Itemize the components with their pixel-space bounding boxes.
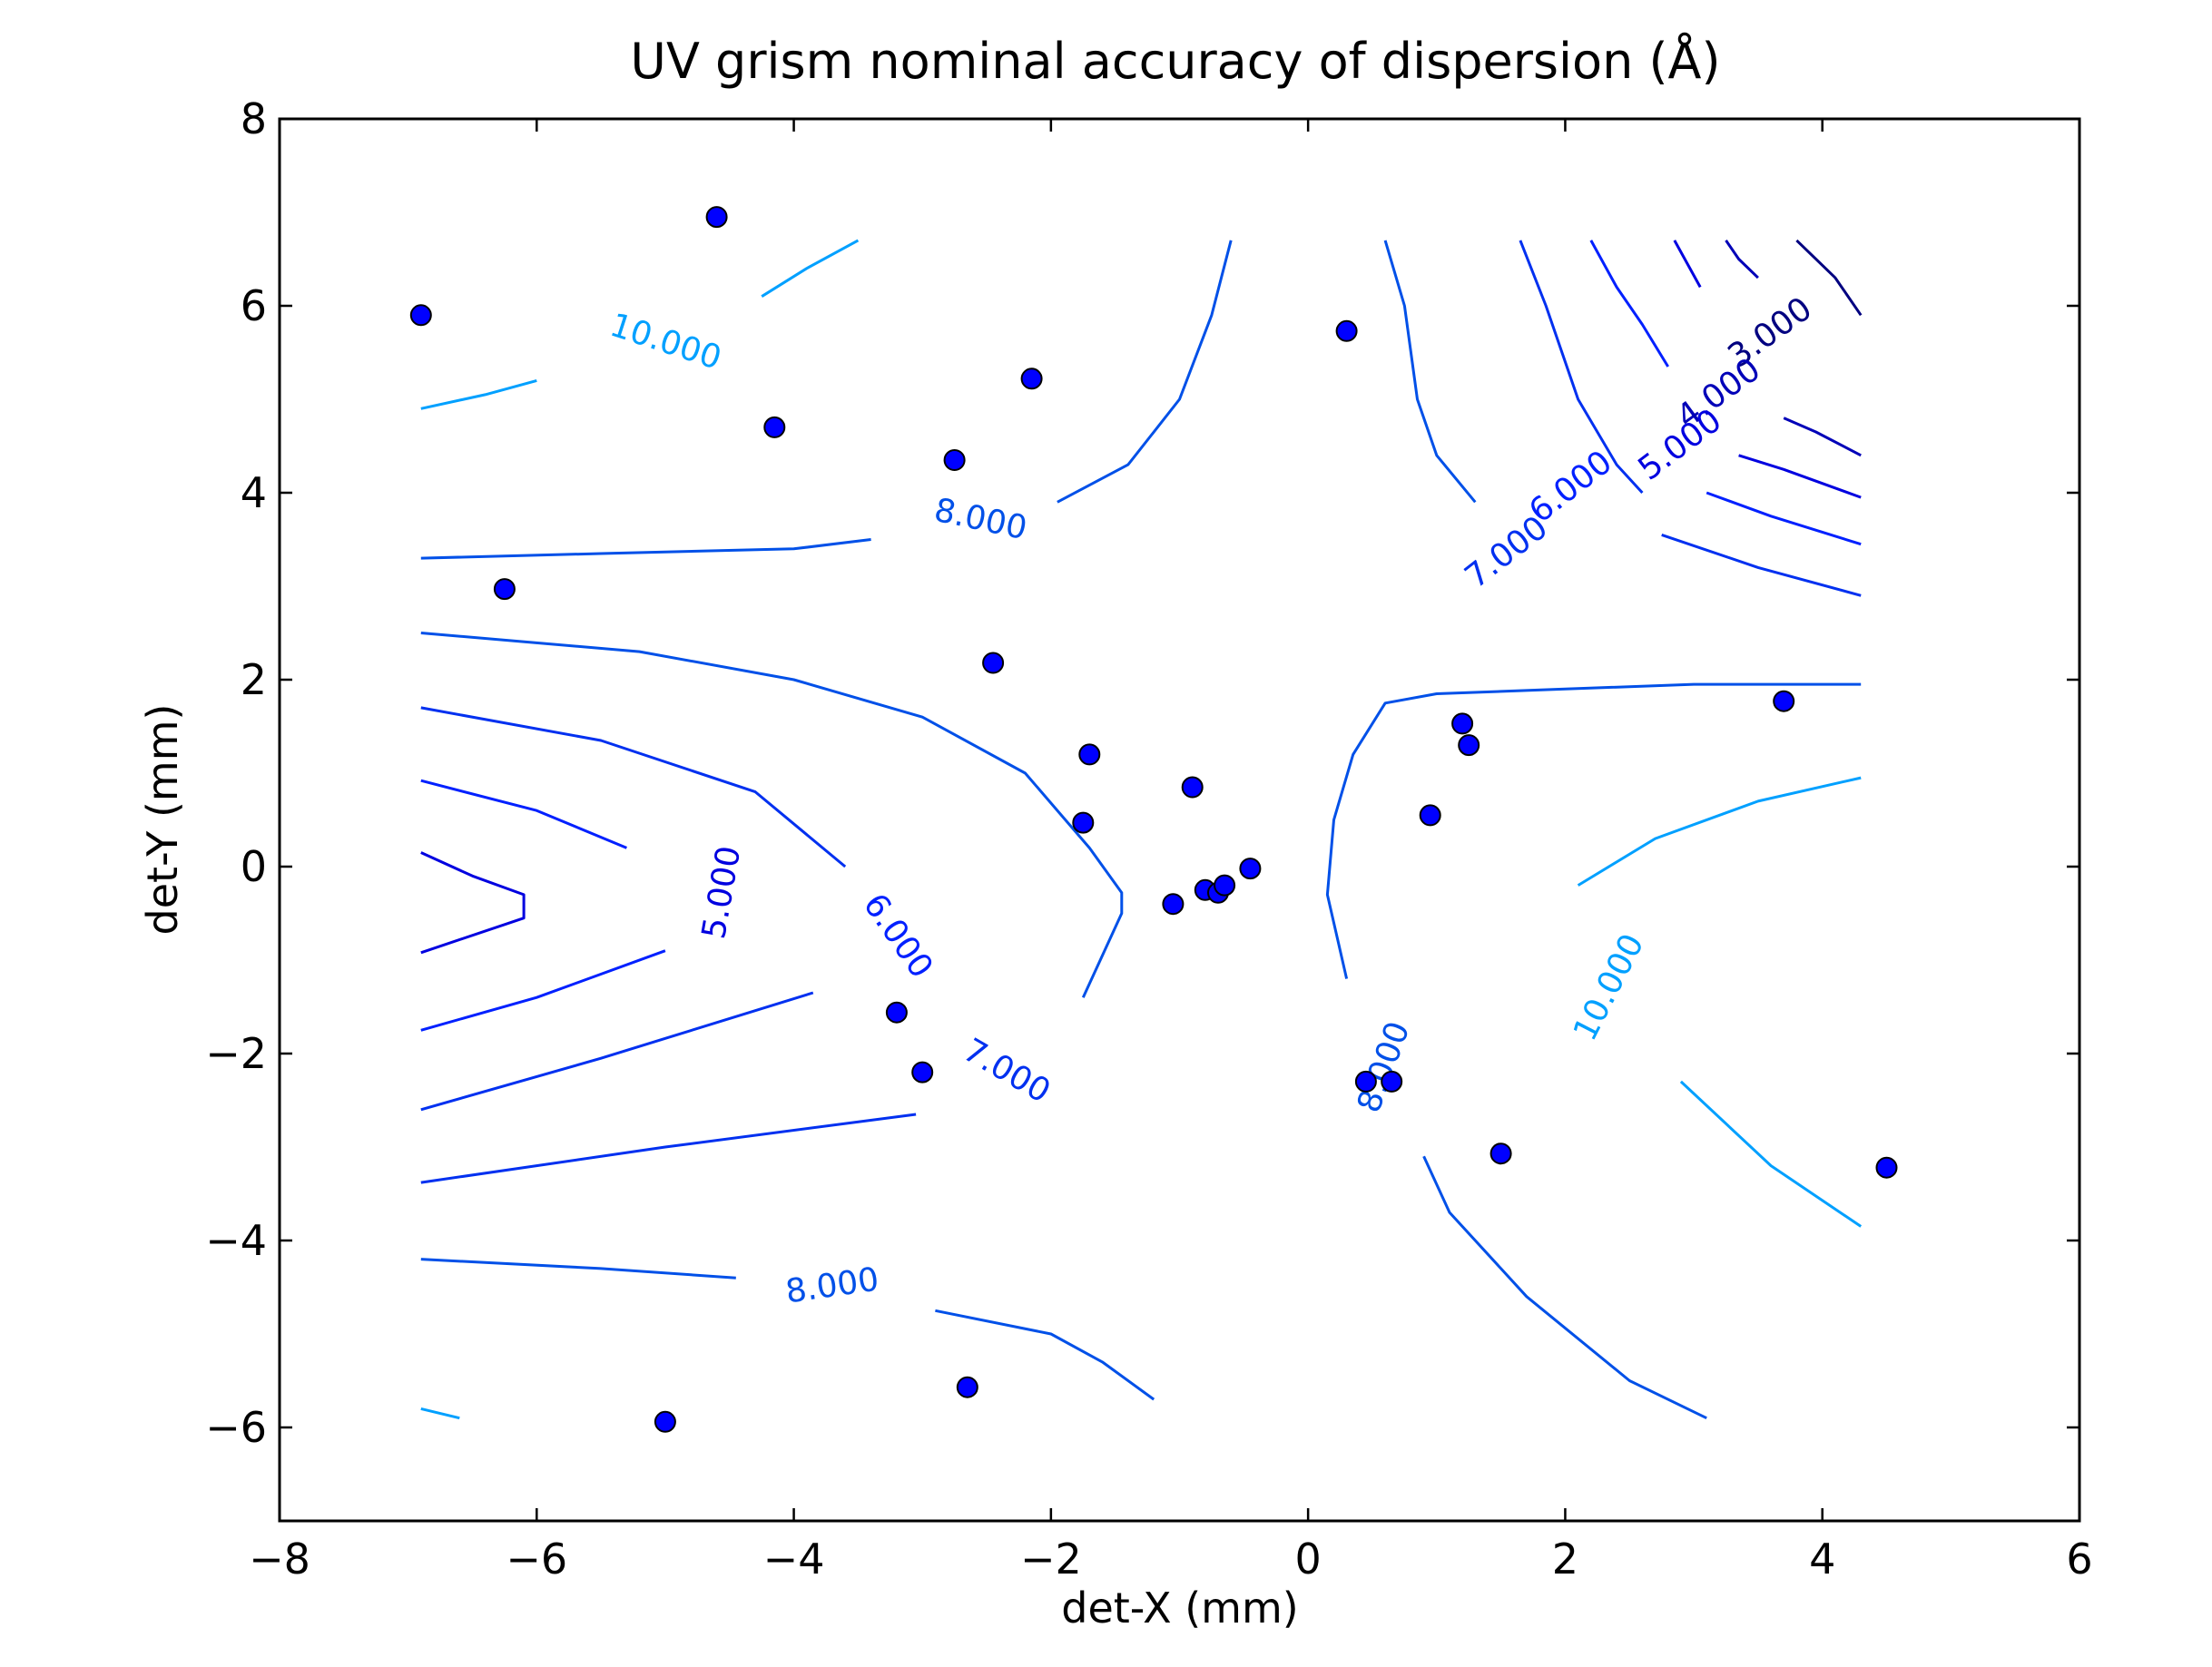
contour-line-6-000-0 [1589,240,1669,368]
x-tick-label: 0 [1295,1535,1322,1584]
data-point [1419,804,1441,827]
data-point [982,652,1005,674]
contour-label-8-000-1: 8.000 [783,1261,881,1311]
data-point [705,206,728,229]
contour-lines [420,239,1863,1420]
contour-label-8-000-2: 8.000 [1351,1017,1418,1118]
y-tick-label: −2 [205,1029,267,1078]
contour-line-5-000-2 [420,851,526,955]
contour-label-5-000-1: 5.000 [695,843,748,942]
contour-line-8-000-6 [935,1309,1155,1401]
x-tick-label: 4 [1809,1535,1835,1584]
contour-line-7-000-1 [1661,533,1862,597]
contour-label-8-000-0: 8.000 [931,492,1030,548]
contour-line-10-000-3 [1679,1080,1863,1228]
contour-label-10-000-1: 10.000 [1567,928,1652,1047]
contour-line-3-000-0 [1795,239,1863,317]
y-tick-label: 4 [241,468,267,517]
contour-line-8-000-5 [420,1258,736,1280]
contour-label-10-000-0: 10.000 [605,307,725,378]
contour-label-6-000-1: 6.000 [856,887,940,985]
contour-line-8-000-7 [1422,1155,1707,1420]
data-point [1451,712,1474,735]
x-tick-label: −8 [249,1535,310,1584]
y-tick-label: 2 [241,655,267,704]
contour-line-5-000-0 [1673,240,1702,289]
scatter-points [409,206,1898,1433]
data-point [763,416,786,438]
data-point [1773,690,1795,712]
x-tick-label: −6 [506,1535,567,1584]
contour-line-7-000-0 [1519,240,1644,495]
contour-line-6-000-3 [420,949,666,1032]
data-point [1072,811,1095,834]
data-point [943,449,966,471]
y-axis-ticks: −6 −4 −2 0 2 4 6 8 [205,94,2079,1452]
y-axis-label: det-Y (mm) [138,704,187,936]
data-point [1020,368,1043,390]
x-tick-label: 2 [1552,1535,1578,1584]
data-point [493,578,516,601]
contour-labels: 3.0004.0005.0005.0006.0006.0007.0007.000… [605,290,1819,1311]
data-point [1078,743,1101,766]
plot-area-frame [278,117,2081,1523]
data-point [1335,319,1358,342]
x-axis-label: det-X (mm) [1061,1584,1299,1633]
contour-line-8-000-1 [1057,240,1233,504]
data-point [1458,734,1480,757]
x-tick-label: 6 [2066,1535,2092,1584]
contour-line-8-000-3 [1383,240,1477,504]
y-tick-label: −4 [205,1216,267,1265]
x-axis-ticks: −8 −6 −4 −2 0 2 4 6 [249,119,2093,1584]
contour-line-8-000-2 [420,632,1124,998]
data-point [956,1376,978,1398]
data-point [654,1410,676,1433]
contour-line-7-000-4 [420,1113,917,1184]
contour-line-6-000-2 [420,779,627,849]
contour-line-5-000-1 [1738,454,1862,499]
y-tick-label: 6 [241,281,267,330]
data-point [1181,776,1204,799]
contour-label-7-000-1: 7.000 [957,1032,1057,1111]
contour-line-4-000-1 [1783,417,1862,457]
data-point [1239,858,1262,880]
chart-title: UV grism nominal accuracy of dispersion … [630,32,1720,90]
contour-label-7-000-0: 7.000 [1459,509,1555,596]
x-tick-label: −2 [1020,1535,1082,1584]
data-point [1381,1070,1403,1093]
x-tick-label: −4 [763,1535,825,1584]
contour-line-6-000-1 [1706,491,1862,546]
y-tick-label: 0 [241,842,267,891]
contour-line-10-000-2 [1577,776,1862,887]
contour-line-7-000-2 [420,706,847,868]
y-tick-label: −6 [205,1403,267,1452]
data-point [911,1061,934,1084]
contour-line-10-000-4 [420,1407,460,1420]
contour-line-10-000-1 [761,239,860,298]
contour-line-4-000-0 [1725,240,1759,279]
data-point [1875,1156,1898,1179]
data-point [1162,893,1185,916]
contour-line-8-000-0 [420,538,871,560]
y-tick-label: 8 [241,94,267,143]
contour-line-7-000-3 [420,991,814,1112]
data-point [409,304,432,327]
contour-line-8-000-4 [1325,682,1862,979]
data-point [1214,874,1236,897]
data-point [885,1001,908,1024]
data-point [1489,1142,1512,1165]
data-point [1354,1070,1377,1093]
contour-line-10-000-0 [420,378,537,410]
